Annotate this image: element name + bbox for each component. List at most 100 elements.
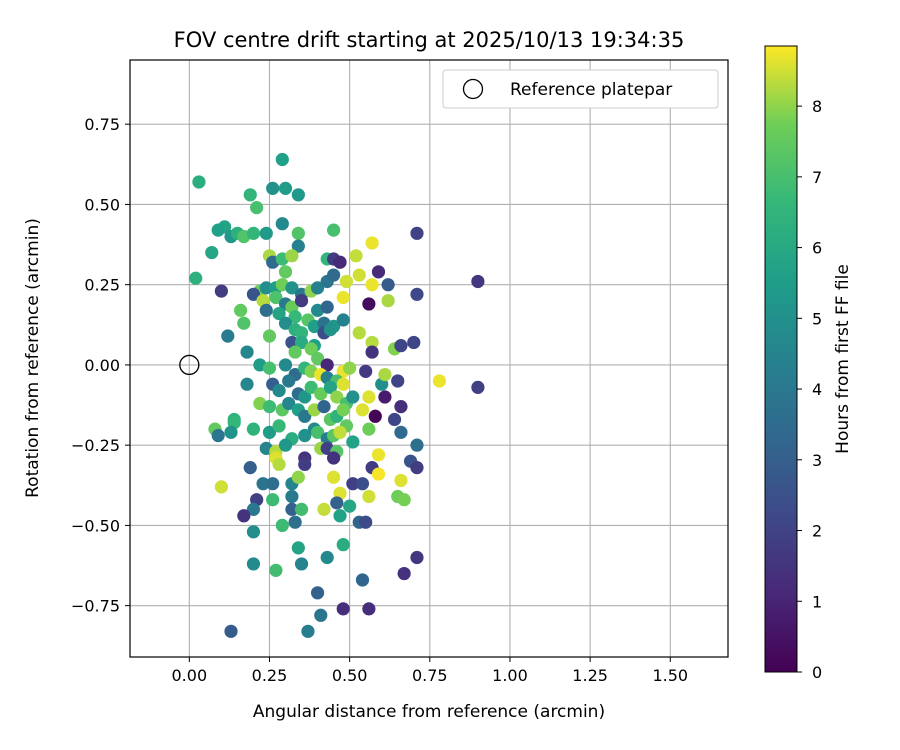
x-tick-label: 1.00 bbox=[492, 666, 528, 685]
data-point bbox=[205, 245, 219, 260]
data-point bbox=[394, 400, 408, 414]
data-point bbox=[285, 249, 299, 263]
data-point bbox=[269, 290, 283, 305]
data-point bbox=[288, 310, 302, 324]
data-point bbox=[317, 502, 331, 516]
data-point bbox=[327, 268, 341, 282]
data-point bbox=[298, 428, 312, 443]
data-point bbox=[394, 425, 408, 439]
data-point bbox=[272, 419, 286, 433]
data-point bbox=[259, 281, 273, 295]
data-point bbox=[243, 188, 257, 202]
data-point bbox=[211, 428, 225, 443]
data-point bbox=[320, 300, 334, 314]
colorbar-tick-label: 2 bbox=[812, 522, 822, 541]
data-point bbox=[240, 345, 254, 359]
data-point bbox=[310, 425, 325, 439]
data-point bbox=[410, 287, 424, 301]
data-point bbox=[266, 493, 280, 507]
data-point bbox=[278, 181, 293, 195]
data-point bbox=[365, 236, 379, 250]
data-point bbox=[211, 223, 225, 237]
colorbar-ticks: 0 1 2 3 4 5 6 7 8 bbox=[797, 97, 822, 682]
data-point bbox=[192, 175, 206, 189]
data-point bbox=[362, 390, 376, 404]
data-point bbox=[189, 271, 203, 285]
data-point bbox=[246, 525, 261, 539]
data-point bbox=[266, 181, 280, 195]
data-point bbox=[237, 509, 251, 523]
data-point bbox=[336, 403, 350, 417]
data-point bbox=[262, 329, 277, 343]
data-point bbox=[323, 323, 338, 337]
data-point bbox=[397, 493, 411, 507]
data-point bbox=[327, 223, 341, 237]
data-point bbox=[323, 380, 338, 394]
data-points bbox=[189, 152, 485, 638]
data-point bbox=[471, 274, 485, 289]
data-point bbox=[333, 509, 347, 523]
y-tick-label: −0.75 bbox=[71, 597, 120, 616]
data-point bbox=[359, 364, 373, 378]
data-point bbox=[362, 422, 376, 436]
data-point bbox=[294, 294, 309, 308]
data-point bbox=[407, 335, 421, 350]
data-point bbox=[275, 152, 289, 167]
x-tick-label: 1.25 bbox=[572, 666, 608, 685]
data-point bbox=[304, 380, 318, 394]
data-point bbox=[381, 294, 395, 308]
data-point bbox=[346, 390, 360, 404]
data-point bbox=[320, 358, 334, 372]
data-point bbox=[352, 326, 366, 340]
reference-marker bbox=[179, 354, 200, 376]
data-point bbox=[224, 624, 238, 638]
data-point bbox=[355, 477, 370, 491]
colorbar-scale bbox=[764, 45, 798, 673]
data-point bbox=[391, 374, 405, 388]
data-point bbox=[285, 489, 299, 504]
data-point bbox=[221, 329, 235, 343]
data-point bbox=[327, 451, 341, 465]
data-point bbox=[330, 496, 344, 510]
colorbar-tick-label: 3 bbox=[812, 451, 822, 470]
data-point bbox=[214, 480, 228, 494]
data-point bbox=[471, 380, 485, 394]
data-point bbox=[246, 557, 261, 571]
data-point bbox=[394, 473, 408, 488]
data-point bbox=[246, 422, 261, 436]
data-point bbox=[320, 550, 334, 565]
colorbar-tick-label: 0 bbox=[812, 663, 822, 682]
data-point bbox=[237, 316, 251, 330]
data-point bbox=[272, 383, 286, 398]
data-point bbox=[362, 297, 376, 311]
y-tick-label: 0.75 bbox=[84, 115, 120, 134]
data-point bbox=[224, 425, 238, 439]
data-point bbox=[410, 461, 424, 475]
data-point bbox=[282, 374, 296, 388]
data-point bbox=[298, 390, 312, 404]
data-point bbox=[355, 403, 370, 417]
data-point bbox=[310, 586, 325, 600]
legend-box bbox=[442, 69, 719, 109]
data-point bbox=[349, 249, 363, 263]
data-point bbox=[410, 226, 424, 240]
data-point bbox=[352, 268, 366, 282]
y-tick-label: 0.25 bbox=[84, 276, 120, 295]
data-point bbox=[288, 515, 302, 529]
data-point bbox=[278, 438, 293, 452]
data-point bbox=[214, 284, 228, 298]
data-point bbox=[362, 489, 376, 504]
data-point bbox=[246, 502, 261, 516]
data-point bbox=[378, 367, 392, 382]
data-point bbox=[368, 409, 382, 423]
data-point bbox=[282, 396, 296, 411]
chart-title: FOV centre drift starting at 2025/10/13 … bbox=[174, 28, 685, 52]
colorbar-tick-label: 7 bbox=[812, 168, 822, 187]
data-point bbox=[336, 602, 350, 616]
data-point bbox=[359, 515, 373, 529]
colorbar-tick-label: 4 bbox=[812, 380, 822, 399]
x-tick-label: 0.75 bbox=[412, 666, 448, 685]
data-point bbox=[330, 390, 344, 404]
data-point bbox=[278, 316, 293, 330]
